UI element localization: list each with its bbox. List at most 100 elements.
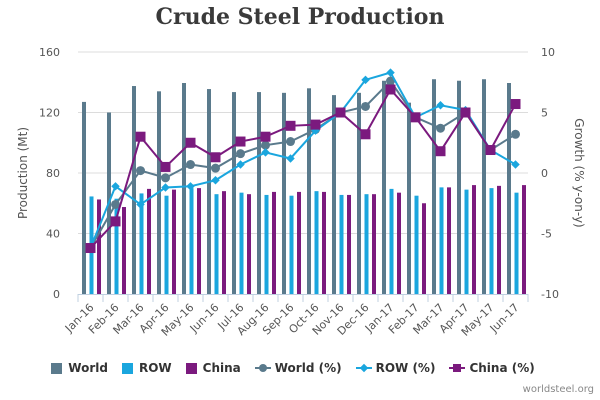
marker-china	[310, 119, 321, 130]
bar-world	[207, 89, 211, 295]
bar-china	[97, 199, 101, 294]
marker-row	[136, 200, 145, 209]
y-tick-label: 0	[53, 288, 60, 301]
marker-china	[210, 152, 221, 163]
marker-china	[510, 99, 521, 110]
legend-label: ROW	[138, 361, 172, 375]
bar-row	[364, 194, 369, 294]
y-tick-label: 40	[46, 228, 60, 241]
bar-china	[147, 188, 151, 294]
bar-row	[414, 195, 419, 294]
line-world	[89, 79, 517, 249]
y2-tick-label: -5	[541, 228, 552, 241]
bar-china	[347, 194, 351, 294]
y-tick-label: 120	[39, 107, 60, 120]
bar-world	[357, 92, 361, 295]
marker-row	[211, 176, 220, 185]
y-tick-label: 80	[46, 167, 60, 180]
marker-world	[361, 101, 370, 111]
marker-china	[135, 131, 146, 142]
legend-symbol-world-icon	[51, 362, 63, 374]
y-axis-title: Production (Mt)	[16, 127, 30, 219]
bar-china	[372, 194, 376, 294]
legend: World ROW China World (%) ROW (%) China (%)	[0, 361, 600, 375]
marker-row	[436, 100, 445, 110]
legend-item-world[interactable]: World	[51, 361, 108, 375]
legend-item-china[interactable]: China	[185, 361, 241, 375]
y2-tick-label: -10	[541, 288, 559, 301]
marker-china	[335, 107, 346, 118]
bar-row	[389, 188, 394, 294]
bar-china	[422, 203, 426, 294]
credit-text: worldsteel.org	[522, 384, 594, 395]
bar-china	[197, 188, 201, 294]
marker-china	[410, 112, 421, 123]
line-row	[89, 71, 517, 249]
bar-row	[339, 194, 344, 294]
marker-china	[235, 136, 246, 147]
legend-symbol-world-icon	[254, 363, 271, 373]
legend-symbol-row-icon	[121, 362, 133, 374]
bar-row	[464, 189, 469, 294]
bar-world	[407, 102, 411, 294]
marker-china	[110, 216, 121, 227]
legend-item-row[interactable]: ROW (%)	[355, 361, 436, 375]
marker-world	[111, 199, 120, 209]
marker-row	[111, 182, 120, 191]
bar-china	[222, 191, 226, 294]
marker-china	[460, 107, 471, 118]
bar-row	[514, 192, 519, 294]
marker-china	[435, 146, 446, 157]
marker-row	[361, 75, 370, 85]
bar-row	[114, 198, 119, 294]
y2-axis-title: Growth (% y-on-y)	[572, 118, 586, 227]
legend-item-row[interactable]: ROW	[121, 361, 172, 375]
bar-row	[164, 195, 169, 294]
bar-china	[447, 187, 451, 294]
legend-symbol-china-icon	[185, 362, 197, 374]
y2-tick-label: 0	[541, 167, 548, 180]
bar-china	[497, 185, 501, 294]
marker-china	[385, 84, 396, 95]
bar-world	[282, 92, 286, 295]
marker-row	[261, 148, 270, 157]
marker-row	[286, 154, 295, 163]
bar-world	[182, 83, 186, 294]
gridlines	[78, 51, 528, 234]
legend-label: World	[68, 361, 108, 375]
y2-tick-label: 10	[541, 46, 555, 59]
legend-item-china[interactable]: China (%)	[449, 361, 535, 375]
bar-series	[82, 79, 526, 295]
legend-label: China (%)	[469, 361, 535, 375]
bar-world	[332, 95, 336, 294]
bar-row	[189, 188, 194, 294]
bar-china	[297, 191, 301, 294]
marker-china	[185, 137, 196, 148]
bar-row	[264, 194, 269, 294]
bar-china	[472, 185, 476, 294]
marker-china	[485, 145, 496, 156]
bar-row	[139, 193, 144, 294]
marker-world	[136, 166, 145, 176]
legend-label: World (%)	[274, 361, 342, 375]
bar-world	[307, 88, 311, 294]
bar-world	[432, 79, 436, 294]
bar-world	[132, 86, 136, 294]
line-series	[85, 68, 521, 254]
bar-row	[439, 187, 444, 294]
bar-row	[239, 192, 244, 294]
legend-label: ROW (%)	[375, 361, 436, 375]
marker-china	[160, 161, 171, 172]
legend-item-world[interactable]: World (%)	[254, 361, 342, 375]
chart-title: Crude Steel Production	[155, 4, 445, 30]
y2-tick-label: 5	[541, 107, 548, 120]
bar-world	[232, 92, 236, 294]
bar-world	[457, 80, 461, 294]
bar-world	[507, 83, 511, 294]
marker-world	[186, 160, 195, 170]
bar-china	[172, 189, 176, 294]
bar-row	[214, 194, 219, 294]
bar-world	[382, 80, 386, 294]
marker-world	[436, 123, 445, 133]
